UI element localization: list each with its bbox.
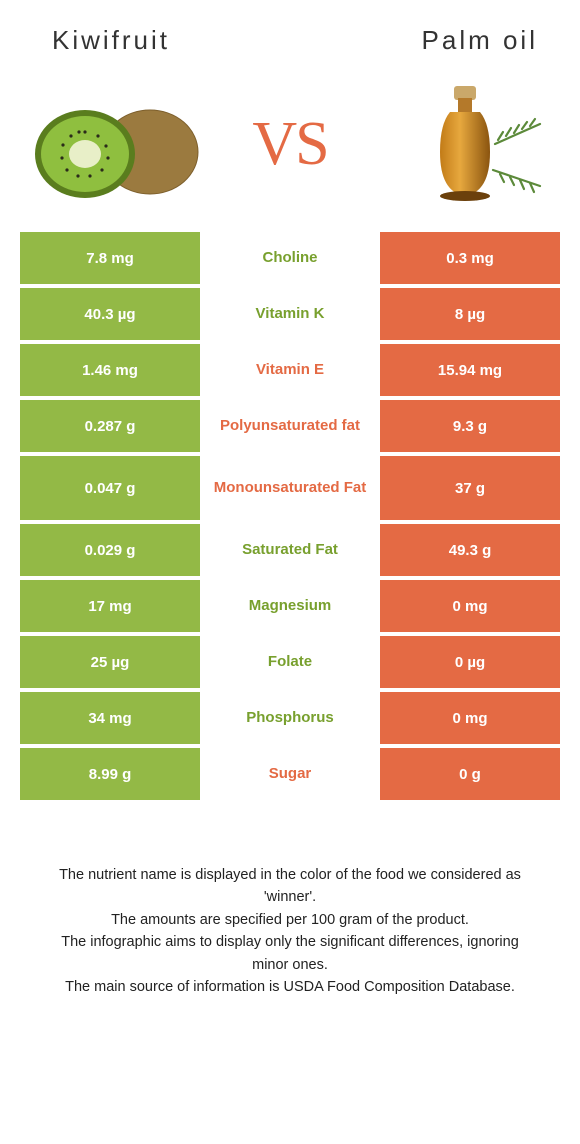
hero-row: VS — [20, 66, 560, 232]
left-value: 0.287 g — [20, 400, 200, 452]
table-row: 7.8 mgCholine0.3 mg — [20, 232, 560, 288]
left-value: 1.46 mg — [20, 344, 200, 396]
table-row: 0.287 gPolyunsaturated fat9.3 g — [20, 400, 560, 456]
nutrient-name: Vitamin K — [200, 288, 380, 340]
table-row: 25 µgFolate0 µg — [20, 636, 560, 692]
left-value: 8.99 g — [20, 748, 200, 800]
right-value: 8 µg — [380, 288, 560, 340]
table-row: 1.46 mgVitamin E15.94 mg — [20, 344, 560, 400]
vs-label: VS — [252, 109, 327, 180]
nutrient-name: Folate — [200, 636, 380, 688]
footer-line: The infographic aims to display only the… — [44, 931, 536, 976]
left-value: 0.047 g — [20, 456, 200, 520]
left-value: 7.8 mg — [20, 232, 200, 284]
left-value: 17 mg — [20, 580, 200, 632]
nutrient-name: Polyunsaturated fat — [200, 400, 380, 452]
footer-line: The main source of information is USDA F… — [44, 976, 536, 998]
table-row: 34 mgPhosphorus0 mg — [20, 692, 560, 748]
table-row: 0.047 gMonounsaturated Fat37 g — [20, 456, 560, 524]
nutrient-name: Choline — [200, 232, 380, 284]
right-value: 15.94 mg — [380, 344, 560, 396]
nutrient-name: Magnesium — [200, 580, 380, 632]
table-row: 40.3 µgVitamin K8 µg — [20, 288, 560, 344]
nutrient-name: Saturated Fat — [200, 524, 380, 576]
footer-line: The nutrient name is displayed in the co… — [44, 864, 536, 909]
footer-line: The amounts are specified per 100 gram o… — [44, 909, 536, 931]
table-row: 17 mgMagnesium0 mg — [20, 580, 560, 636]
table-row: 8.99 gSugar0 g — [20, 748, 560, 804]
left-value: 25 µg — [20, 636, 200, 688]
infographic-root: Kiwifruit Palm oil VS — [0, 0, 580, 1019]
title-row: Kiwifruit Palm oil — [20, 25, 560, 66]
footer-notes: The nutrient name is displayed in the co… — [20, 804, 560, 999]
nutrient-name: Vitamin E — [200, 344, 380, 396]
right-value: 0 mg — [380, 580, 560, 632]
left-value: 34 mg — [20, 692, 200, 744]
right-food-title: Palm oil — [422, 25, 538, 56]
left-food-title: Kiwifruit — [52, 25, 170, 56]
right-value: 9.3 g — [380, 400, 560, 452]
left-value: 0.029 g — [20, 524, 200, 576]
palm-oil-image — [380, 74, 550, 214]
left-value: 40.3 µg — [20, 288, 200, 340]
right-value: 0.3 mg — [380, 232, 560, 284]
right-value: 0 g — [380, 748, 560, 800]
kiwi-image — [30, 74, 200, 214]
right-value: 37 g — [380, 456, 560, 520]
nutrient-name: Phosphorus — [200, 692, 380, 744]
nutrient-name: Monounsaturated Fat — [200, 456, 380, 520]
nutrient-table: 7.8 mgCholine0.3 mg40.3 µgVitamin K8 µg1… — [20, 232, 560, 804]
nutrient-name: Sugar — [200, 748, 380, 800]
right-value: 0 mg — [380, 692, 560, 744]
table-row: 0.029 gSaturated Fat49.3 g — [20, 524, 560, 580]
right-value: 49.3 g — [380, 524, 560, 576]
right-value: 0 µg — [380, 636, 560, 688]
